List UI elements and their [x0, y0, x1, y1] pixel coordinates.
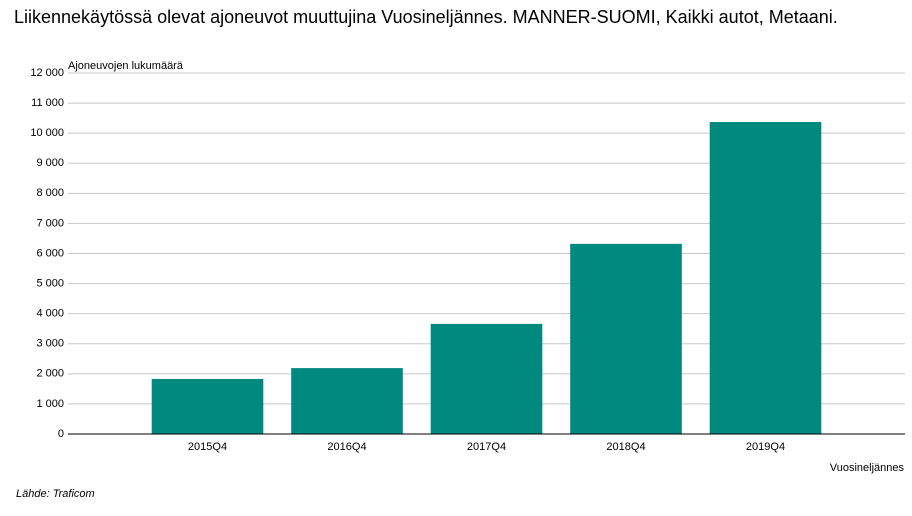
x-tick-label: 2016Q4: [327, 441, 366, 453]
x-tick-label: 2019Q4: [746, 441, 785, 453]
y-tick-label: 6 000: [36, 247, 64, 259]
y-tick-label: 3 000: [36, 338, 64, 350]
bar: [291, 368, 403, 434]
y-tick-label: 0: [58, 428, 64, 440]
y-tick-label: 1 000: [36, 398, 64, 410]
y-tick-label: 11 000: [31, 97, 64, 109]
x-tick-label: 2015Q4: [188, 441, 227, 453]
chart-title: Liikennekäytössä olevat ajoneuvot muuttu…: [14, 7, 838, 27]
x-axis-label: Vuosineljännes: [830, 462, 905, 474]
y-tick-label: 10 000: [30, 127, 64, 139]
y-tick-label: 9 000: [36, 157, 64, 169]
source: Lähde: Traficom: [16, 488, 95, 500]
bar: [151, 378, 264, 434]
bar: [570, 243, 682, 434]
y-tick-label: 12 000: [30, 67, 64, 79]
y-tick-label: 4 000: [36, 308, 64, 320]
x-tick-label: 2017Q4: [467, 441, 506, 453]
y-axis-label: Ajoneuvojen lukumäärä: [68, 60, 184, 72]
bar: [709, 122, 822, 435]
x-tick-label: 2018Q4: [606, 441, 645, 453]
bar: [430, 323, 543, 434]
y-tick-label: 7 000: [36, 217, 64, 229]
y-tick-label: 2 000: [36, 368, 64, 380]
y-tick-label: 5 000: [36, 277, 64, 289]
y-tick-label: 8 000: [36, 187, 64, 199]
